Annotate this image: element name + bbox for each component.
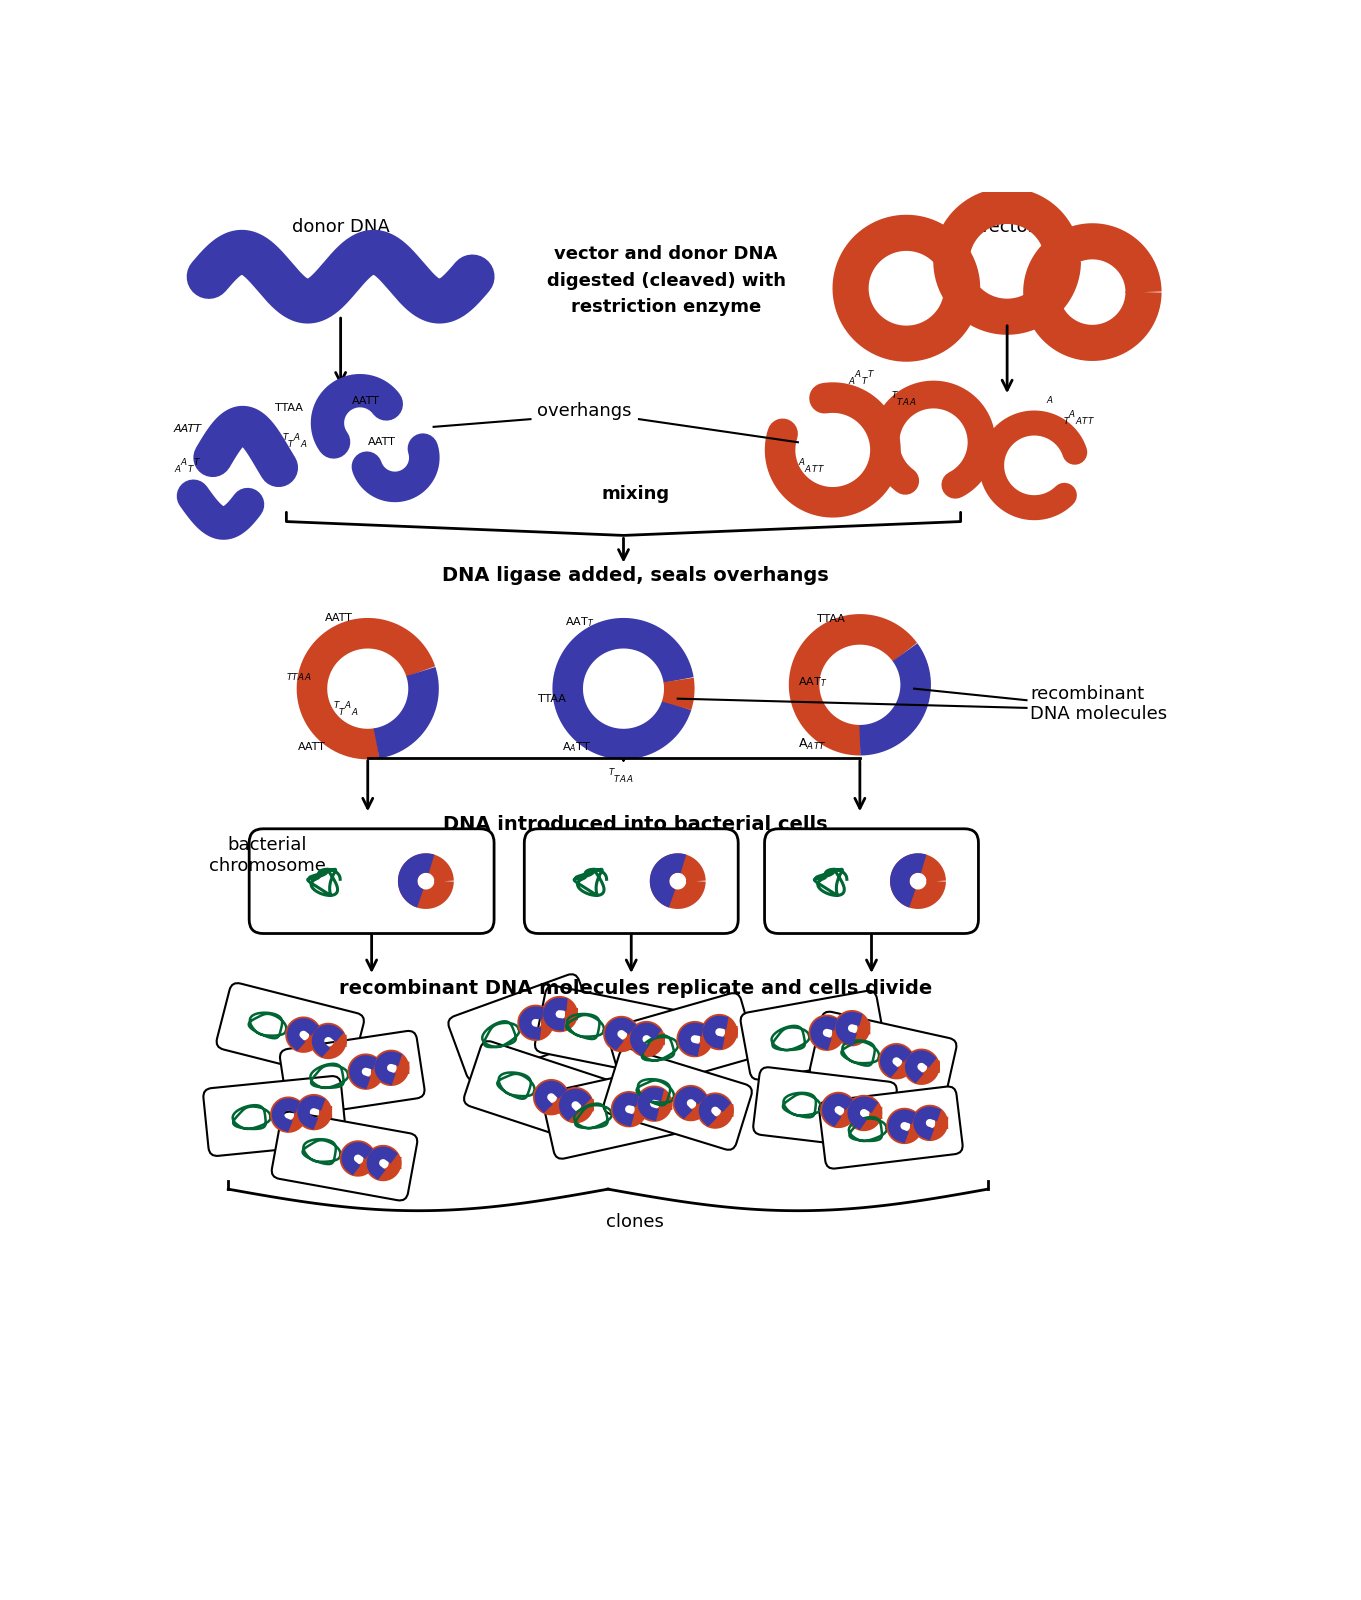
FancyBboxPatch shape	[464, 1042, 612, 1144]
FancyBboxPatch shape	[272, 1112, 418, 1200]
Text: AATT: AATT	[325, 613, 352, 622]
FancyBboxPatch shape	[524, 829, 738, 933]
FancyBboxPatch shape	[448, 974, 597, 1080]
FancyBboxPatch shape	[203, 1077, 346, 1155]
Text: $^A$$_A$$_T$$_T$: $^A$$_A$$_T$$_T$	[798, 458, 825, 475]
Text: TTAA: TTAA	[817, 614, 845, 624]
Text: $_T$$^A$$_A$$_T$$_T$: $_T$$^A$$_A$$_T$$_T$	[1063, 410, 1096, 427]
FancyBboxPatch shape	[604, 1048, 751, 1150]
Text: vector and donor DNA
digested (cleaved) with
restriction enzyme: vector and donor DNA digested (cleaved) …	[547, 245, 785, 315]
Text: $^T$$_T$$_A$$_A$: $^T$$_T$$_A$$_A$	[608, 766, 634, 786]
FancyBboxPatch shape	[249, 829, 494, 933]
Text: $_A$$^A$$_T$$^T$: $_A$$^A$$_T$$^T$	[848, 370, 875, 387]
Text: $_A$$^A$$_T$$^T$: $_A$$^A$$_T$$^T$	[174, 458, 201, 475]
Text: A$_A$$_T$$_T$: A$_A$$_T$$_T$	[798, 738, 826, 752]
FancyBboxPatch shape	[216, 982, 363, 1080]
FancyBboxPatch shape	[280, 1030, 425, 1117]
Text: AATT: AATT	[174, 424, 201, 434]
Text: $^T$$_T$$^A$$_A$: $^T$$_T$$^A$$_A$	[283, 432, 308, 451]
Text: AATT: AATT	[352, 395, 380, 406]
Text: recombinant
DNA molecules: recombinant DNA molecules	[1030, 685, 1168, 723]
Text: TTAA: TTAA	[275, 403, 302, 413]
FancyBboxPatch shape	[535, 986, 680, 1077]
Text: DNA ligase added, seals overhangs: DNA ligase added, seals overhangs	[442, 566, 829, 586]
Text: vector: vector	[979, 218, 1036, 235]
Text: A$_A$TT: A$_A$TT	[562, 741, 591, 754]
FancyBboxPatch shape	[740, 990, 886, 1080]
Text: $^T$$_T$$_A$$_A$: $^T$$_T$$_A$$_A$	[891, 390, 916, 408]
Text: AATT: AATT	[367, 437, 396, 446]
FancyBboxPatch shape	[753, 1067, 897, 1149]
Text: AATT: AATT	[298, 742, 325, 752]
FancyBboxPatch shape	[765, 829, 979, 933]
Text: overhangs: overhangs	[538, 403, 632, 421]
FancyBboxPatch shape	[819, 1086, 962, 1168]
FancyBboxPatch shape	[810, 1011, 957, 1106]
Text: clones: clones	[606, 1213, 664, 1232]
Text: $^T$$^T$$^A$$^A$: $^T$$^T$$^A$$^A$	[286, 674, 312, 686]
Text: mixing: mixing	[602, 485, 670, 502]
Text: donor DNA: donor DNA	[291, 218, 389, 235]
Text: $^A$: $^A$	[1045, 397, 1053, 410]
Text: TTAA: TTAA	[538, 694, 566, 704]
Text: $^T$$_T$$^A$$_A$: $^T$$_T$$^A$$_A$	[333, 701, 358, 718]
Text: recombinant DNA molecules replicate and cells divide: recombinant DNA molecules replicate and …	[339, 979, 932, 998]
Text: DNA introduced into bacterial cells: DNA introduced into bacterial cells	[442, 816, 827, 835]
FancyBboxPatch shape	[607, 994, 755, 1093]
FancyBboxPatch shape	[543, 1066, 689, 1158]
Text: bacterial
chromosome: bacterial chromosome	[208, 837, 325, 875]
Text: AAT$_T$: AAT$_T$	[798, 675, 827, 688]
Text: AAT$_T$: AAT$_T$	[565, 614, 595, 629]
